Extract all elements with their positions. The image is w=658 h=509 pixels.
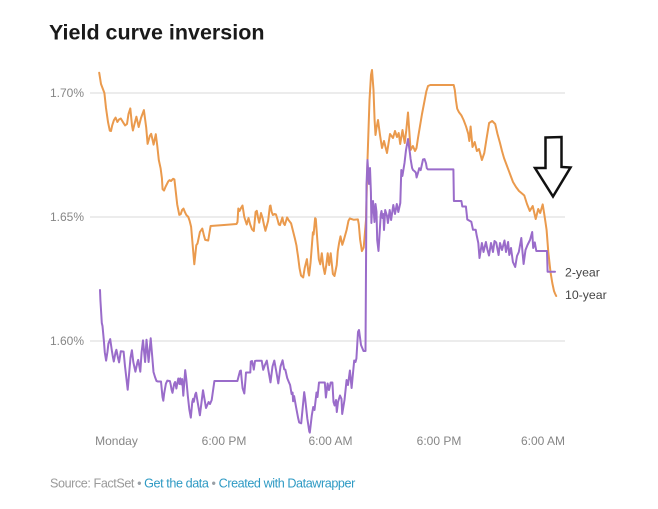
- svg-text:Monday: Monday: [95, 434, 138, 448]
- svg-text:1.60%: 1.60%: [50, 334, 84, 348]
- svg-text:6:00 AM: 6:00 AM: [308, 434, 352, 448]
- svg-text:6:00 PM: 6:00 PM: [417, 434, 462, 448]
- svg-text:10-year: 10-year: [565, 288, 607, 302]
- svg-text:1.65%: 1.65%: [50, 210, 84, 224]
- svg-text:Source: FactSet • Get the data: Source: FactSet • Get the data • Created…: [50, 477, 355, 491]
- svg-text:2-year: 2-year: [565, 266, 600, 280]
- svg-text:1.70%: 1.70%: [50, 86, 84, 100]
- svg-text:6:00 PM: 6:00 PM: [202, 434, 247, 448]
- svg-text:Yield curve inversion: Yield curve inversion: [49, 21, 264, 45]
- svg-text:6:00 AM: 6:00 AM: [521, 434, 565, 448]
